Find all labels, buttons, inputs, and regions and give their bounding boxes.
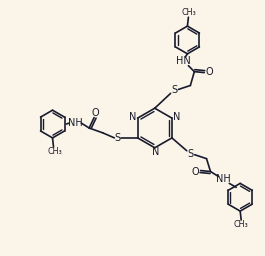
Text: NH: NH xyxy=(216,174,231,184)
Text: S: S xyxy=(188,149,194,159)
Text: CH₃: CH₃ xyxy=(181,8,196,17)
Text: CH₃: CH₃ xyxy=(234,220,249,229)
Text: S: S xyxy=(171,86,178,95)
Text: HN: HN xyxy=(176,56,191,66)
Text: CH₃: CH₃ xyxy=(47,147,62,156)
Text: N: N xyxy=(129,112,136,122)
Text: N: N xyxy=(152,147,160,157)
Text: O: O xyxy=(91,108,99,118)
Text: S: S xyxy=(115,133,121,143)
Text: O: O xyxy=(206,67,214,77)
Text: O: O xyxy=(191,166,199,177)
Text: NH: NH xyxy=(68,118,83,128)
Text: N: N xyxy=(173,112,180,122)
